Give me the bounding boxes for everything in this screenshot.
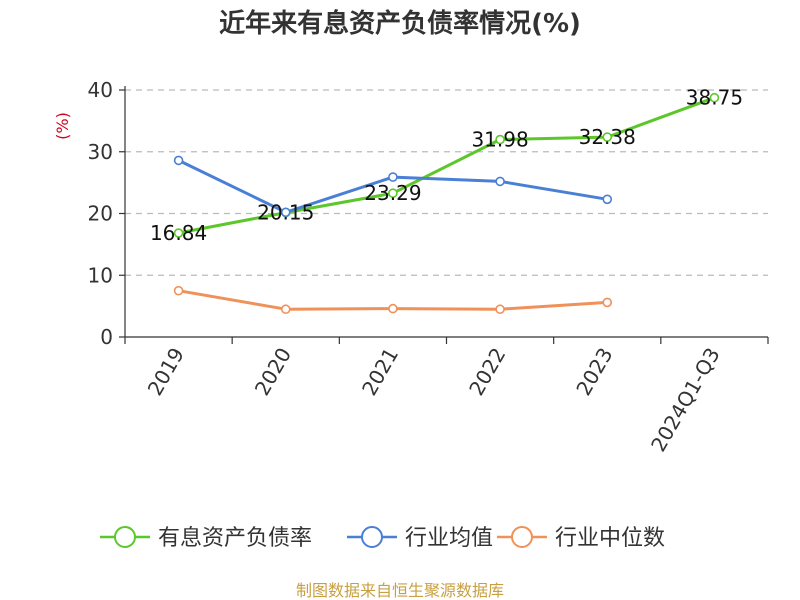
data-labels: 16.84 20.15 23.29 31.98 32.38 38.75 bbox=[150, 86, 743, 245]
data-point bbox=[173, 228, 184, 238]
axes: 0 10 20 30 40 2019 2020 2021 2022 2023 2024Q1-Q3 bbox=[88, 78, 769, 456]
x-tick-label: 2022 bbox=[464, 344, 510, 400]
data-point bbox=[173, 285, 184, 296]
legend-marker bbox=[511, 526, 533, 548]
data-point bbox=[388, 172, 398, 182]
legend-marker bbox=[114, 526, 136, 548]
x-tick-label: 2024Q1-Q3 bbox=[646, 344, 725, 456]
legend-label: 有息资产负债率 bbox=[158, 526, 312, 551]
legend: 有息资产负债率 行业均值 行业中位数 bbox=[100, 526, 665, 551]
data-point bbox=[709, 92, 720, 103]
chart-title: 近年来有息资产负债率情况(%) bbox=[219, 8, 581, 39]
y-axis-label: (%) bbox=[53, 112, 72, 140]
grid-lines bbox=[125, 89, 768, 276]
data-point bbox=[602, 297, 613, 308]
legend-marker bbox=[361, 526, 383, 548]
legend-label: 行业均值 bbox=[405, 526, 493, 551]
data-point bbox=[280, 304, 291, 315]
y-tick-label: 10 bbox=[88, 263, 113, 287]
data-label: 16.84 bbox=[150, 221, 207, 245]
data-label: 31.98 bbox=[471, 128, 528, 152]
data-point bbox=[388, 303, 398, 314]
x-tick-label: 2021 bbox=[357, 344, 403, 400]
data-point bbox=[388, 188, 398, 198]
series-line bbox=[178, 96, 715, 235]
source-note: 制图数据来自恒生聚源数据库 bbox=[296, 581, 504, 600]
data-point bbox=[602, 194, 613, 205]
data-point bbox=[495, 304, 505, 315]
data-point bbox=[495, 134, 505, 145]
y-tick-label: 20 bbox=[88, 202, 113, 226]
y-tick-label: 40 bbox=[88, 78, 113, 102]
x-tick-label: 2023 bbox=[571, 344, 617, 400]
data-label: 32.38 bbox=[579, 125, 636, 149]
series-lines bbox=[173, 92, 720, 315]
data-label: 20.15 bbox=[257, 201, 314, 225]
data-label: 38.75 bbox=[686, 86, 743, 110]
data-label: 23.29 bbox=[364, 181, 421, 205]
x-tick-label: 2019 bbox=[143, 344, 189, 400]
data-point bbox=[495, 176, 505, 187]
data-point bbox=[280, 207, 291, 218]
data-point bbox=[602, 132, 613, 142]
x-tick-label: 2020 bbox=[250, 344, 296, 400]
legend-label: 行业中位数 bbox=[555, 526, 665, 551]
data-point bbox=[173, 155, 184, 166]
y-tick-label: 0 bbox=[100, 325, 113, 349]
y-tick-label: 30 bbox=[88, 140, 113, 164]
